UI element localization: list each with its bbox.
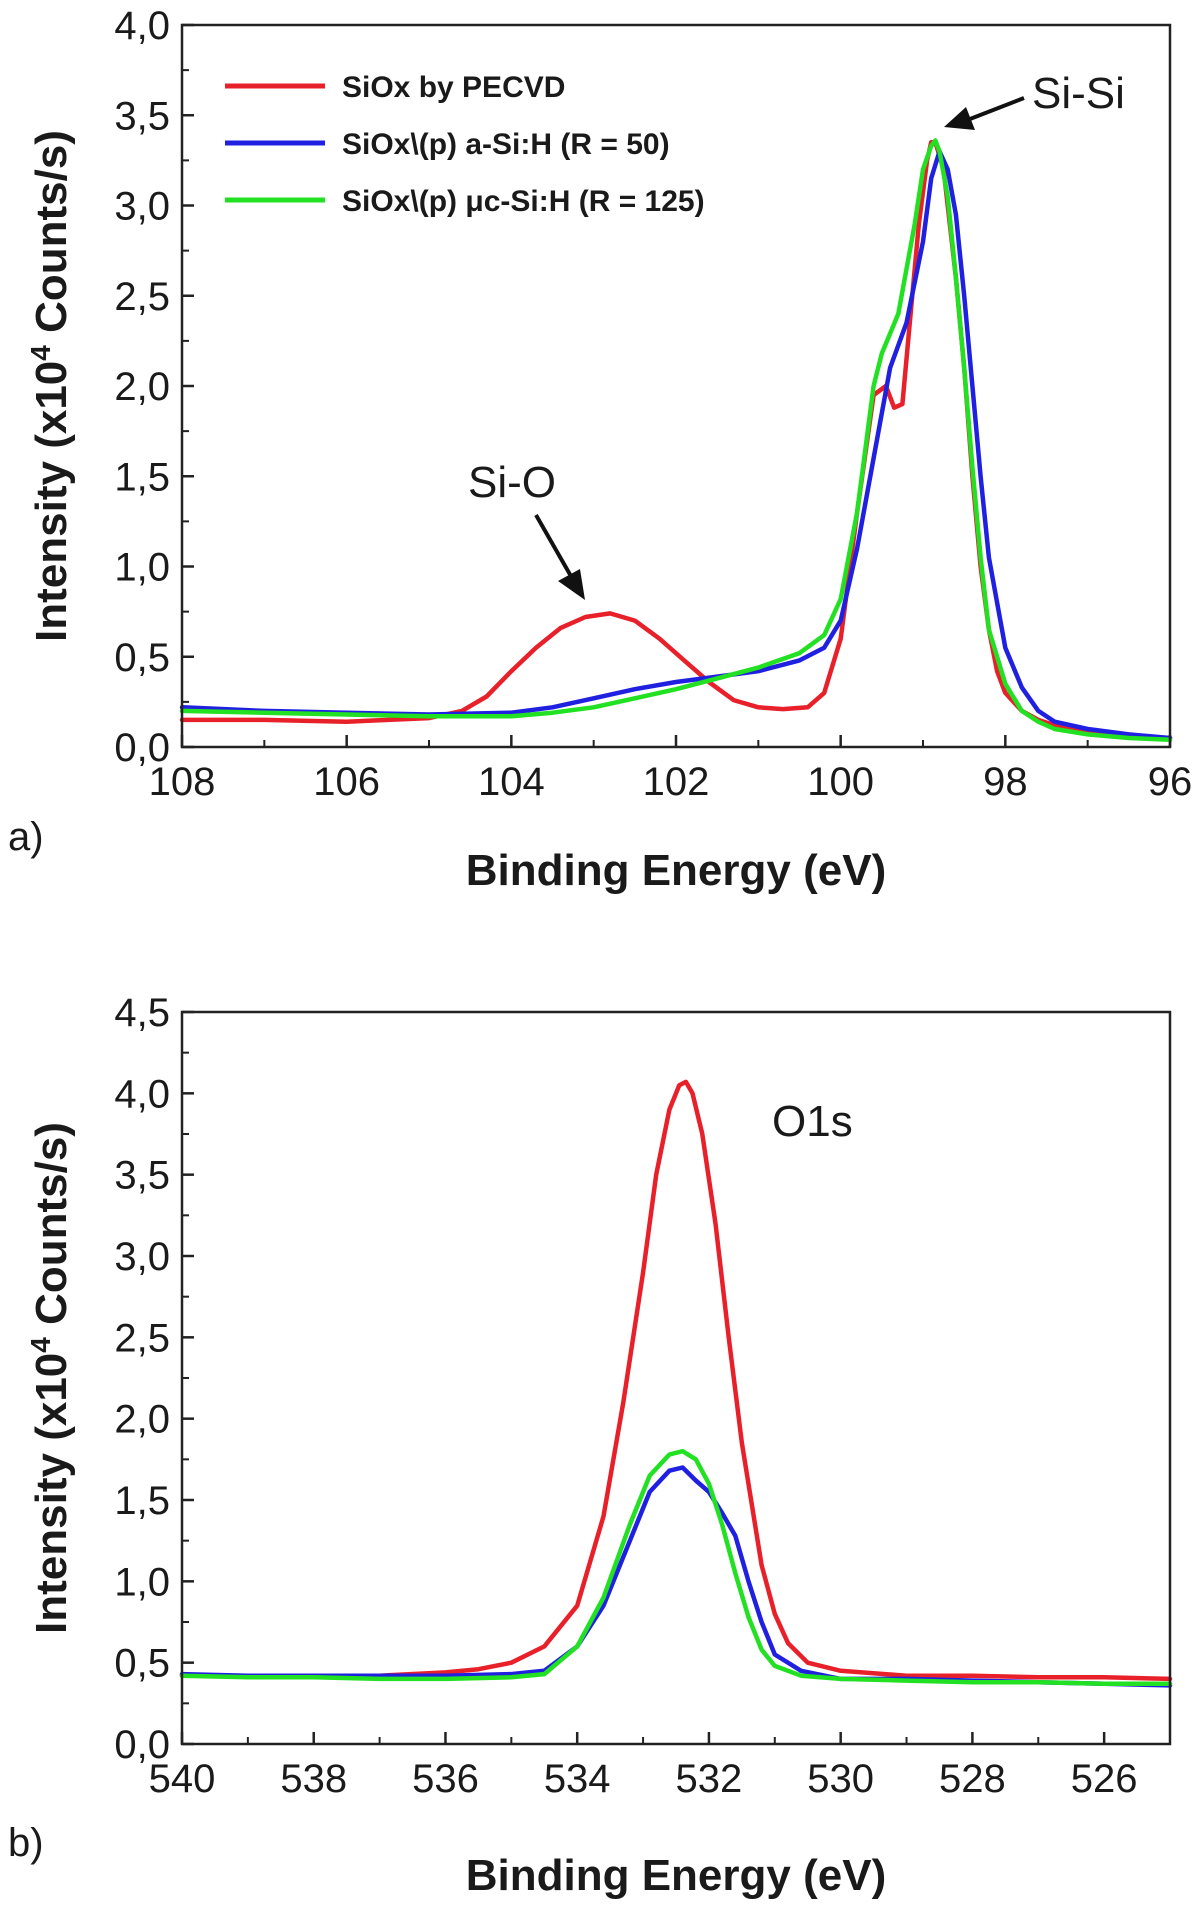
panel-a-y-tick-label: 0,5 [114, 636, 170, 680]
panel-a-y-axis-title: Intensity (x104 Counts/s) [25, 130, 76, 642]
panel-a-legend: SiOx by PECVD SiOx\(p) a-Si:H (R = 50) S… [225, 71, 705, 218]
panel-b-ticks: 540 538 536 534 532 530 528 526 0,0 0,5 1,0 1,5 2,0 2… [114, 991, 1137, 1801]
panel-b-x-tick-label: 528 [939, 1757, 1006, 1801]
panel-b-y-tick-label: 3,5 [114, 1154, 170, 1198]
panel-b-plot-area [179, 1079, 1173, 1688]
panel-a-y-tick-label: 3,5 [114, 94, 170, 138]
panel-a-y-tick-label: 1,5 [114, 455, 170, 499]
arrow-si-o-icon [534, 514, 585, 600]
panel-a-plot-area [179, 138, 1173, 743]
panel-b-x-tick-label: 532 [676, 1757, 743, 1801]
panel-a-series-line-sio2-pecvd [179, 140, 1173, 741]
annotation-si-si: Si-Si [1032, 69, 1125, 118]
panel-b-y-tick-label: 3,0 [114, 1235, 170, 1279]
panel-a-y-tick-label: 3,0 [114, 185, 170, 229]
panel-b-x-tick-label: 540 [149, 1757, 216, 1801]
panel-b-x-tick-label: 534 [544, 1757, 611, 1801]
legend-label-a-si: SiOx\(p) a-Si:H (R = 50) [342, 128, 670, 161]
annotation-si-o: Si-O [468, 458, 556, 507]
panel-a-y-tick-label: 0,0 [114, 726, 170, 770]
panel-a-y-tick-label: 1,0 [114, 546, 170, 590]
panel-b-series-line-uc-si [179, 1448, 1173, 1687]
panel-a-y-axis-title-sup: 4 [25, 345, 56, 361]
panel-b-series-line-a-si [179, 1465, 1173, 1688]
panel-a-x-tick-label: 102 [643, 760, 710, 804]
panel-a-x-tick-label: 106 [313, 760, 380, 804]
chart-panel-b: 540 538 536 534 532 530 528 526 0,0 0,5 1,0 1,5 2,0 2… [8, 991, 1173, 1900]
panel-a-ticks: 108 106 104 102 100 98 96 0,0 0,5 1,0 1,5 2,0 2,5 3,0… [114, 4, 1192, 804]
arrow-si-si-icon [944, 96, 1025, 130]
panel-a-y-axis-title-main: Intensity (x10 [27, 361, 76, 642]
panel-a-x-axis-title: Binding Energy (eV) [466, 846, 886, 895]
panel-b-frame [180, 1010, 1172, 1746]
panel-label-a: a) [8, 815, 44, 859]
panel-a-x-tick-label: 100 [807, 760, 874, 804]
panel-a-y-tick-label: 2,5 [114, 275, 170, 319]
panel-b-series-line-sio2-pecvd [179, 1079, 1173, 1682]
panel-b-x-tick-label: 536 [412, 1757, 479, 1801]
panel-a-x-tick-label: 104 [478, 760, 545, 804]
panel-b-y-tick-label: 0,5 [114, 1642, 170, 1686]
panel-b-y-tick-label: 4,0 [114, 1072, 170, 1116]
panel-b-y-tick-label: 2,0 [114, 1398, 170, 1442]
panel-b-y-axis-title-main: Intensity (x10 [27, 1353, 76, 1634]
panel-a-x-tick-label: 108 [149, 760, 216, 804]
panel-b-x-tick-label: 530 [807, 1757, 874, 1801]
panel-b-y-tick-label: 0,0 [114, 1723, 170, 1767]
chart-panel-a: 108 106 104 102 100 98 96 0,0 0,5 1,0 1,5 2,0 2,5 3,0… [8, 4, 1192, 895]
panel-a-series-line-uc-si [179, 138, 1173, 743]
panel-a-y-tick-label: 2,0 [114, 365, 170, 409]
annotation-o1s: O1s [772, 1097, 853, 1146]
panel-b-x-tick-label: 538 [280, 1757, 347, 1801]
panel-a-x-tick-label: 98 [983, 760, 1028, 804]
panel-b-x-axis-title: Binding Energy (eV) [466, 1851, 886, 1900]
panel-b-y-axis-title-sup: 4 [25, 1337, 56, 1353]
panel-label-b: b) [8, 1821, 44, 1865]
panel-b-y-axis-title-end: Counts/s) [27, 1122, 76, 1337]
panel-a-series-line-a-si [179, 149, 1173, 741]
panel-b-y-tick-label: 1,5 [114, 1479, 170, 1523]
panel-b-x-tick-label: 526 [1071, 1757, 1138, 1801]
panel-b-y-tick-label: 1,0 [114, 1560, 170, 1604]
panel-a-y-tick-label: 4,0 [114, 4, 170, 48]
panel-b-y-tick-label: 2,5 [114, 1316, 170, 1360]
panel-a-frame [180, 23, 1172, 749]
panel-a-y-axis-title-end: Counts/s) [27, 130, 76, 345]
panel-b-y-tick-label: 4,5 [114, 991, 170, 1035]
legend-label-uc-si: SiOx\(p) μc-Si:H (R = 125) [342, 185, 705, 218]
panel-a-x-tick-label: 96 [1148, 760, 1193, 804]
legend-label-sio2-pecvd: SiOx by PECVD [342, 71, 565, 104]
panel-b-y-axis-title: Intensity (x104 Counts/s) [25, 1122, 76, 1634]
